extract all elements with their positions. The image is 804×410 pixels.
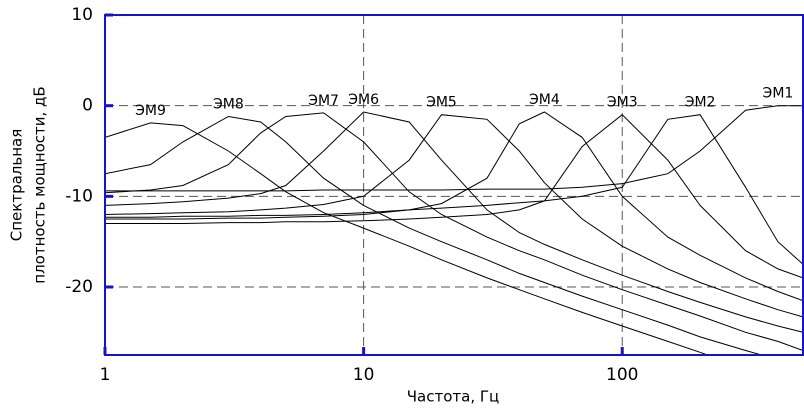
series-line <box>105 111 803 333</box>
series-label: ЭМ7 <box>308 93 339 109</box>
series-label: ЭМ8 <box>213 97 244 113</box>
y-tick-label: -10 <box>65 186 93 206</box>
series-line <box>105 105 803 192</box>
series-label: ЭМ6 <box>348 92 379 108</box>
grid <box>104 14 803 355</box>
series-line <box>105 114 803 318</box>
x-axis-label: Частота, Гц <box>407 388 499 406</box>
series-label: ЭМ4 <box>529 92 560 108</box>
y-axis-label: Спектральная <box>8 129 26 241</box>
x-tick-label: 100 <box>606 365 638 385</box>
series-label: ЭМ1 <box>763 86 794 102</box>
y-tick-label: 0 <box>82 96 93 116</box>
series-label: ЭМ3 <box>607 95 638 111</box>
y-tick-label: 10 <box>71 5 93 25</box>
plot-lines <box>105 105 803 355</box>
series-line <box>105 114 803 279</box>
y-axis-label: плотность мощности, дБ <box>31 86 49 283</box>
x-tick-label: 10 <box>353 365 375 385</box>
series-line <box>105 114 803 265</box>
series-line <box>105 122 710 355</box>
series-line <box>105 111 803 302</box>
series-line <box>105 112 803 351</box>
series-label: ЭМ2 <box>685 95 716 111</box>
plot-frame <box>104 14 804 356</box>
series-label: ЭМ5 <box>426 95 457 111</box>
series-line <box>105 115 764 355</box>
y-tick-label: -20 <box>65 277 93 297</box>
series-label: ЭМ9 <box>135 103 166 119</box>
x-tick-label: 1 <box>100 365 111 385</box>
